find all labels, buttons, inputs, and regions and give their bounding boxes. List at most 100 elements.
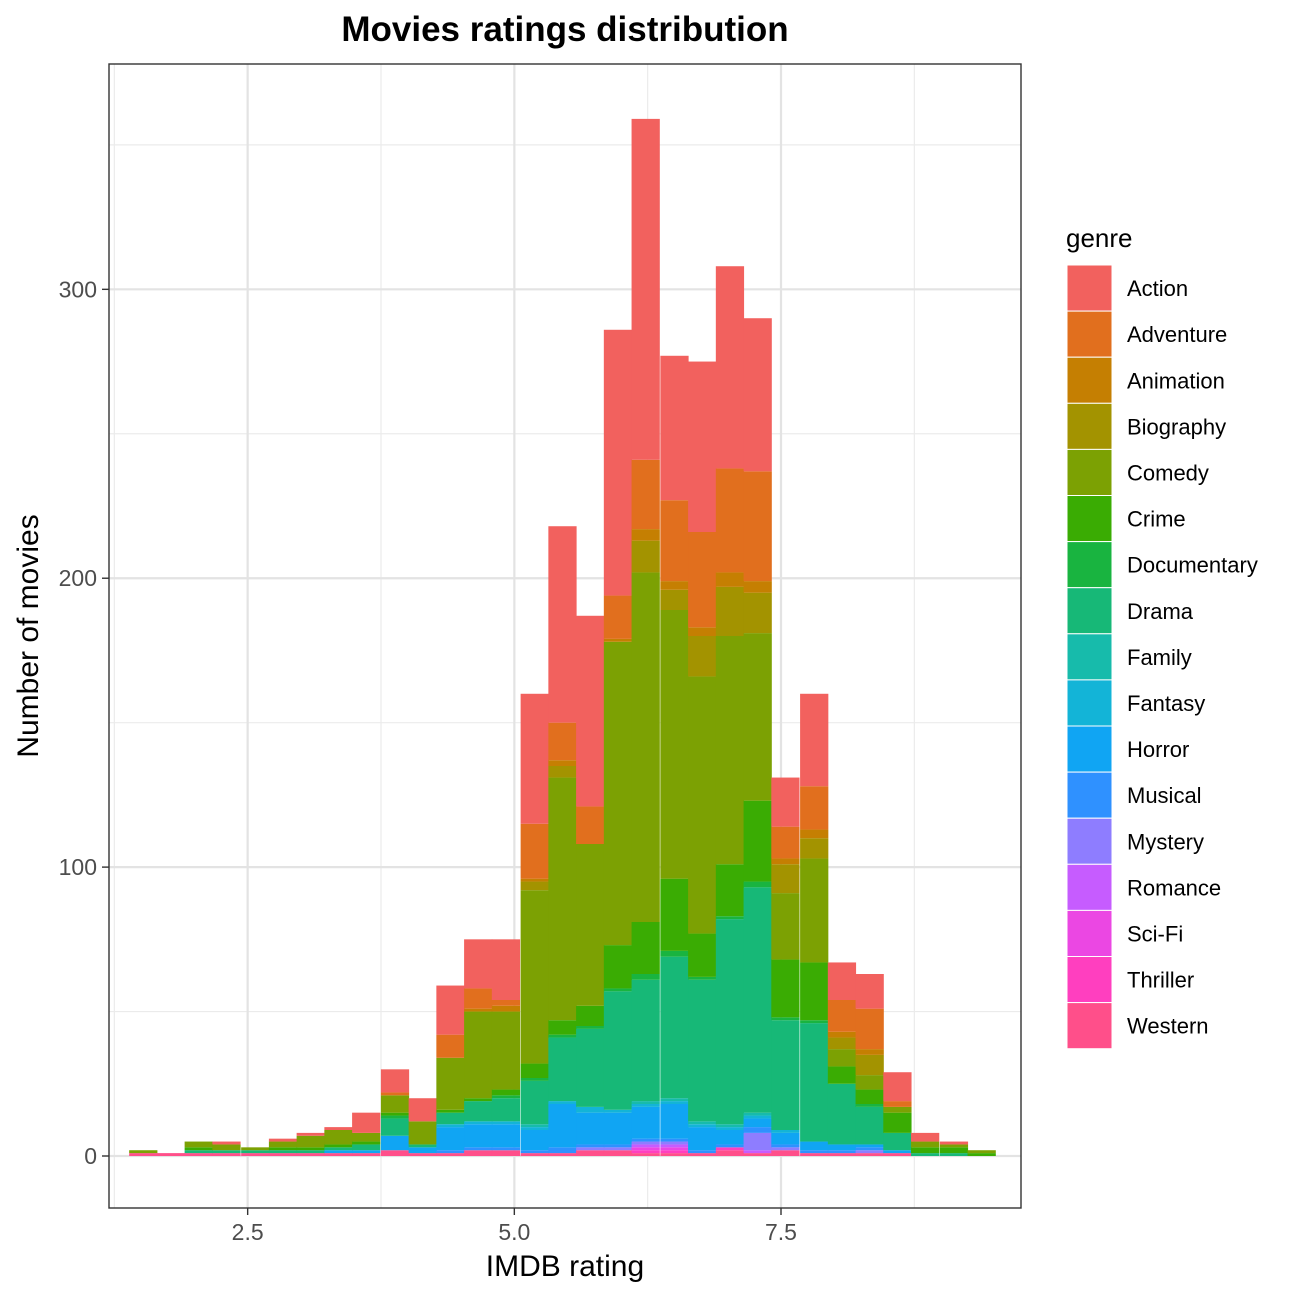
- bar-segment-drama: [464, 1101, 493, 1122]
- bar-segment-musical: [771, 1144, 800, 1148]
- bar-segment-action: [688, 361, 717, 532]
- bar-segment-crime: [520, 1063, 549, 1078]
- panel-border: [108, 63, 1022, 1209]
- bar-segment-western: [408, 1153, 437, 1156]
- bar-segment-action: [883, 1072, 912, 1102]
- legend-key-sci-fi: [1066, 909, 1113, 958]
- bar-segment-action: [576, 615, 605, 807]
- bar-segment-western: [631, 1153, 660, 1156]
- bar-segment-horror: [883, 1150, 912, 1154]
- legend-key-drama: [1066, 587, 1113, 635]
- bar-segment-action: [771, 777, 800, 827]
- bar-segment-western: [771, 1150, 800, 1156]
- bar-segment-adventure: [631, 459, 660, 530]
- bar-segment-adventure: [883, 1101, 912, 1107]
- bar-segment-horror: [743, 1118, 772, 1128]
- bar-segment-action: [548, 526, 577, 723]
- bar-segment-documentary: [491, 1095, 521, 1099]
- bar-segment-family: [520, 1124, 549, 1128]
- bar-segment-fantasy: [603, 1109, 633, 1113]
- bar-segment-musical: [688, 1150, 717, 1154]
- bar-segment-documentary: [715, 916, 745, 920]
- bar-segment-fantasy: [464, 1121, 493, 1125]
- bar-segment-drama: [408, 1144, 437, 1148]
- bar-segment-action: [800, 693, 829, 787]
- bar-segment-action: [296, 1132, 325, 1136]
- legend-label-musical: Musical: [1127, 783, 1202, 808]
- bar-segment-drama: [212, 1150, 241, 1154]
- bar-segment-musical: [436, 1150, 465, 1154]
- bar-segment-crime: [800, 962, 829, 1021]
- bar-segment-adventure: [464, 988, 493, 1009]
- bar-segment-action: [855, 974, 884, 1009]
- bar-segment-adventure: [771, 826, 800, 859]
- legend-label-adventure: Adventure: [1127, 322, 1227, 347]
- bar-segment-comedy: [548, 777, 577, 1021]
- bar-segment-comedy: [800, 858, 829, 963]
- bar-segment-comedy: [827, 1049, 857, 1067]
- bar-segment-horror: [827, 1144, 857, 1151]
- legend-label-western: Western: [1127, 1014, 1209, 1039]
- bar-segment-drama: [184, 1150, 213, 1154]
- bar-segment-crime: [939, 1147, 969, 1154]
- bar-segment-crime: [967, 1153, 996, 1156]
- bar-segment-comedy: [967, 1150, 996, 1154]
- bar-segment-comedy: [576, 844, 605, 1006]
- bar-segment-western: [241, 1153, 270, 1156]
- bar-segment-musical: [827, 1150, 857, 1154]
- bar-segment-family: [631, 1101, 660, 1104]
- bar-segment-action: [268, 1138, 298, 1142]
- bar-segment-drama: [548, 1037, 577, 1102]
- bar-segment-animation: [800, 829, 829, 839]
- bar-segment-horror: [491, 1124, 521, 1148]
- bar-segment-drama: [324, 1147, 353, 1151]
- bar-segment-comedy: [380, 1095, 410, 1113]
- bar-segment-mystery: [576, 1147, 605, 1151]
- bar-segment-comedy: [352, 1132, 381, 1142]
- bar-segment-comedy: [855, 1075, 884, 1090]
- bar-segment-western: [520, 1153, 549, 1156]
- bar-segment-biography: [548, 766, 577, 778]
- bar-segment-mystery: [660, 1141, 689, 1145]
- bar-segment-biography: [715, 586, 745, 636]
- bar-segment-action: [660, 355, 689, 501]
- bar-segment-action: [380, 1069, 410, 1093]
- y-tick-label: 100: [59, 854, 97, 880]
- legend-key-fantasy: [1066, 679, 1113, 727]
- bar-segment-comedy: [631, 572, 660, 922]
- bar-segment-animation: [520, 878, 549, 882]
- bar-segment-western: [743, 1153, 772, 1156]
- bar-segment-family: [715, 1124, 745, 1128]
- bar-segment-comedy: [268, 1141, 298, 1148]
- bar-segment-fantasy: [520, 1127, 549, 1130]
- bar-segment-documentary: [631, 974, 660, 980]
- bar-segment-musical: [715, 1144, 745, 1148]
- bar-segment-crime: [771, 959, 800, 1018]
- bar-segment-crime: [688, 933, 717, 977]
- bar-segment-western: [715, 1150, 745, 1156]
- bar-segment-documentary: [771, 1017, 800, 1021]
- bar-segment-action: [436, 985, 465, 1035]
- bar-segment-horror: [715, 1130, 745, 1145]
- legend-key-biography: [1066, 402, 1113, 450]
- bar-segment-musical: [743, 1127, 772, 1133]
- bar-segment-crime: [324, 1144, 353, 1148]
- bar-segment-biography: [520, 881, 549, 891]
- bar-segment-crime: [296, 1147, 325, 1151]
- bar-segment-musical: [631, 1138, 660, 1142]
- bar-segment-drama: [855, 1106, 884, 1145]
- bar-segment-documentary: [576, 1026, 605, 1029]
- bar-segment-animation: [715, 572, 745, 587]
- bar-segment-adventure: [688, 532, 717, 628]
- y-tick-label: 300: [59, 276, 97, 302]
- bar-segment-action: [743, 318, 772, 472]
- bar-segment-biography: [660, 589, 689, 610]
- bar-segment-drama: [771, 1020, 800, 1130]
- bar-segment-animation: [771, 858, 800, 865]
- bar-segment-documentary: [743, 881, 772, 888]
- bar-segment-horror: [548, 1104, 577, 1148]
- legend-label-animation: Animation: [1127, 368, 1225, 393]
- bar-segment-drama: [660, 956, 689, 1099]
- x-axis: 2.5 5.0 7.5: [232, 1208, 797, 1245]
- bar-segment-action: [352, 1112, 381, 1133]
